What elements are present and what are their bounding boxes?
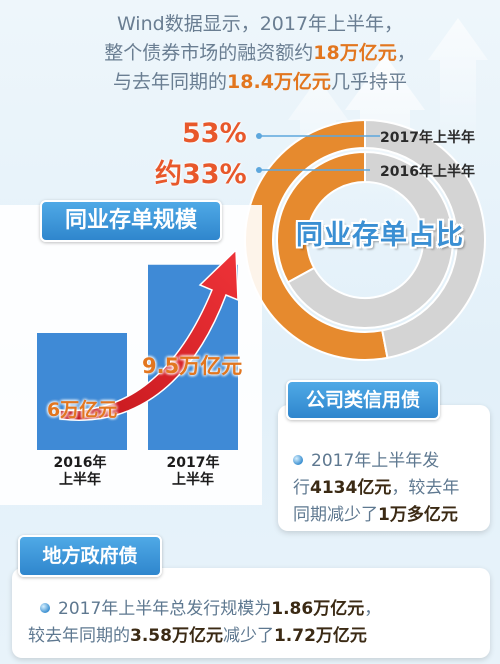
share-ring-chart: [244, 118, 486, 361]
bar-label-2017: 2017年 上半年: [143, 455, 243, 489]
local-bonds-line-2-pre: 较去年同期的: [28, 626, 130, 646]
headline-line-2-text: 整个债券市场的融资额约: [104, 42, 314, 64]
bar-2016年上半年: [37, 333, 127, 450]
bar-label-2017-half: 上半年: [172, 472, 214, 488]
local-bonds-total: 1.86万亿元: [271, 599, 365, 619]
bar-label-2016-half: 上半年: [59, 472, 101, 488]
local-bonds-line-1-pre: 2017年上半年总发行规模为: [58, 599, 272, 619]
corporate-bonds-line-3-pre: 同期减少了: [293, 505, 378, 525]
ring-legend-2016: 2016年上半年: [380, 164, 475, 180]
headline-line-3-text: 与去年同期的: [113, 71, 228, 93]
bar-chart-title: 同业存单规模: [40, 200, 222, 242]
headline-line-1: Wind数据显示，2017年上半年，: [116, 13, 404, 35]
ring-legend-2017: 2017年上半年: [380, 130, 475, 146]
local-bonds-last-year: 3.58万亿元: [130, 626, 223, 646]
corporate-bonds-box: [278, 405, 490, 531]
headline-total-amount: 18万亿元: [313, 42, 397, 64]
local-bonds-decrease: 1.72万亿元: [273, 626, 367, 646]
headline-last-year-amount: 18.4万亿元: [227, 71, 331, 93]
headline-line-2-punct: ，: [396, 42, 416, 64]
ring-chart-title: 同业存单占比: [296, 220, 464, 251]
headline-line-3-tail: 几乎持平: [330, 71, 407, 93]
growth-arrow: [59, 248, 239, 421]
bullet-icon: [293, 455, 303, 465]
local-bonds-title: 地方政府债: [18, 535, 162, 577]
local-bonds-box: [12, 568, 490, 658]
bar-label-2016-year: 2016年: [53, 455, 107, 471]
corporate-bonds-amount: 4134亿元: [310, 478, 392, 498]
percent-leader-lines: [256, 133, 380, 173]
percent-2016: 约33%: [155, 159, 247, 190]
ring-2017-share-slice: [244, 118, 389, 361]
bar-label-2016: 2016年 上半年: [30, 455, 130, 489]
local-bonds-line-2-mid: 减少了: [222, 626, 274, 646]
corporate-bonds-line-2-post: ，较去年: [391, 478, 460, 498]
ring-2016-share-slice: [276, 150, 366, 284]
percent-2017: 53%: [182, 118, 247, 149]
corporate-bonds-line-1: 2017年上半年发: [311, 451, 440, 471]
ring-2017-other-slice: [364, 118, 486, 360]
ring-2016-other-slice: [286, 150, 454, 329]
corporate-bonds-text: 2017年上半年发 行4134亿元，较去年 同期减少了1万多亿元: [293, 448, 489, 529]
bar-value-2017: 9.5万亿元: [142, 354, 243, 378]
bar-label-2017-year: 2017年: [166, 455, 220, 471]
corporate-bonds-decrease: 1万多亿元: [378, 505, 458, 525]
scale-bar-chart: [37, 248, 239, 450]
corporate-bonds-title: 公司类信用债: [286, 380, 440, 420]
local-bonds-line-1-post: ，: [364, 599, 382, 619]
headline: Wind数据显示，2017年上半年， 整个债券市场的融资额约18万亿元， 与去年…: [50, 10, 470, 97]
corporate-bonds-line-2-pre: 行: [293, 478, 310, 498]
bar-value-2016: 6万亿元: [47, 399, 118, 421]
local-bonds-text: 2017年上半年总发行规模为1.86万亿元， 较去年同期的3.58万亿元减少了1…: [28, 596, 485, 650]
bullet-icon: [40, 603, 50, 613]
